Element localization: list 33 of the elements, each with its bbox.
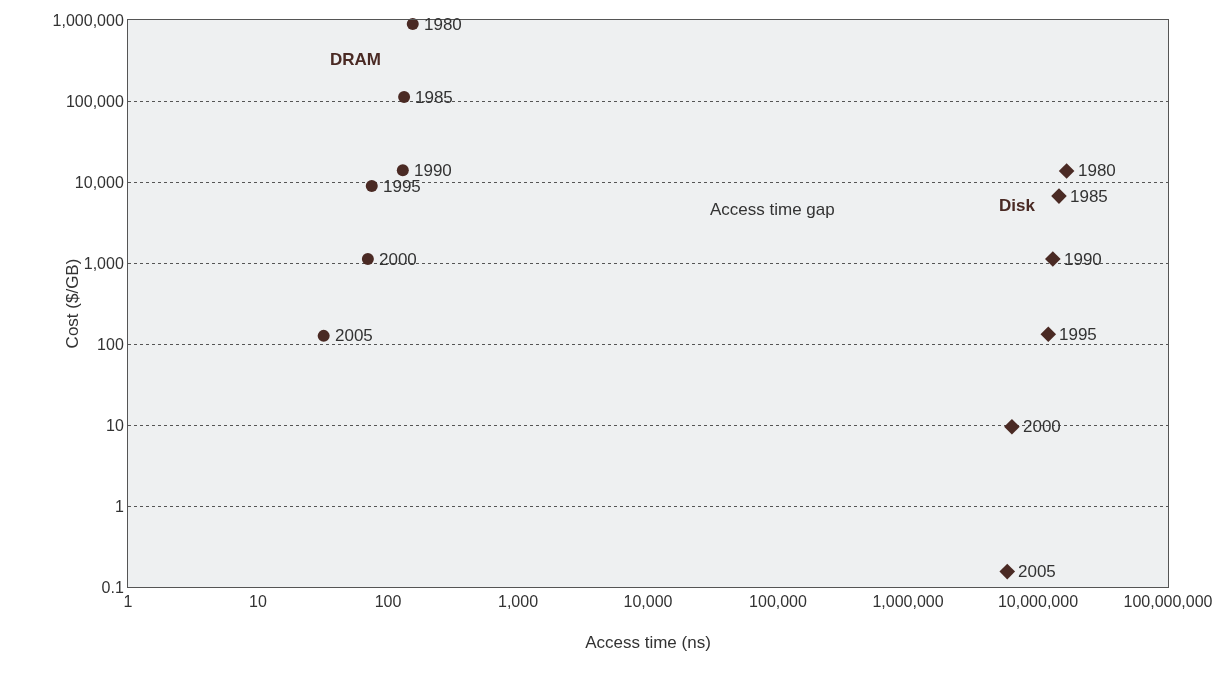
annotation: 1990 [414, 161, 452, 180]
annotation: 1980 [1078, 161, 1116, 180]
x-tick-label: 100 [374, 593, 402, 611]
annotation: 2005 [1018, 562, 1056, 581]
annotation: 1990 [1064, 250, 1102, 269]
x-tick-label: 1,000 [497, 593, 539, 611]
annotation: 2000 [379, 250, 417, 269]
annotation: 1980 [424, 15, 462, 34]
series-label: Disk [999, 196, 1036, 215]
annotation: 1985 [1070, 187, 1108, 206]
x-tick-label: 10,000 [623, 593, 673, 611]
annotation: 2000 [1023, 417, 1061, 436]
annotation: 1995 [1059, 325, 1097, 344]
y-tick-label: 10 [106, 416, 124, 434]
y-tick-label: 100 [97, 335, 124, 353]
x-tick-label: 100,000,000 [1123, 593, 1213, 611]
annotation: Access time gap [710, 200, 835, 219]
y-axis-title: Cost ($/GB) [62, 258, 82, 349]
y-tick-label: 0.1 [101, 578, 124, 596]
annotation: 1995 [383, 177, 421, 196]
x-tick-label: 10 [249, 593, 267, 611]
annotation: 2005 [335, 326, 373, 345]
y-tick-label: 10,000 [74, 173, 124, 191]
series-label: DRAM [330, 50, 381, 69]
x-tick-label: 10,000,000 [997, 593, 1079, 611]
x-tick-label: 1,000,000 [872, 593, 944, 611]
annotation: 1985 [415, 88, 453, 107]
x-tick-label: 100,000 [749, 593, 808, 611]
y-tick-label: 100,000 [65, 92, 124, 110]
y-tick-label: 1,000,000 [52, 11, 124, 29]
y-tick-label: 1 [114, 497, 124, 515]
y-tick-label: 1,000 [83, 254, 124, 272]
x-axis-title: Access time (ns) [585, 633, 711, 652]
